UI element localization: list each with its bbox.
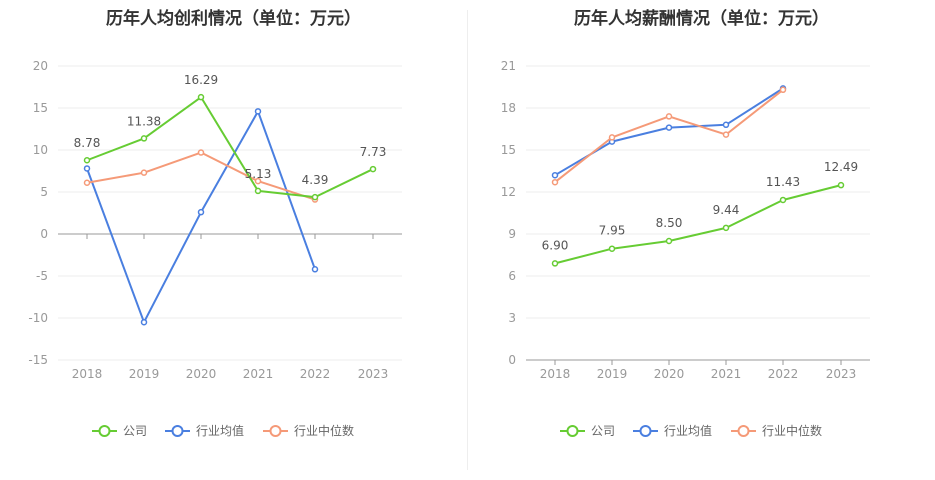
data-label: 8.78: [74, 136, 101, 150]
series-line: [86, 110, 316, 324]
chart-title: 历年人均创利情况（单位：万元）: [106, 9, 361, 29]
y-tick-label: 9: [508, 227, 516, 241]
data-label: 6.90: [542, 238, 569, 252]
data-point: [140, 135, 148, 142]
data-label: 7.95: [599, 224, 626, 238]
salary-chart-svg: 21 18 15 12 9 6 3 0 2018 2019 2020 2021 2022 2023 6.90…: [501, 59, 870, 438]
data-point: [665, 124, 673, 131]
y-tick-label: 10: [33, 143, 48, 157]
data-point: [311, 266, 319, 273]
x-tick-label: 2018: [540, 367, 571, 381]
data-point: [779, 86, 787, 94]
legend-label: 公司: [123, 424, 147, 438]
legend-marker: [171, 425, 184, 437]
data-point: [254, 108, 262, 115]
legend-label: 公司: [591, 424, 615, 438]
legend-item[interactable]: 行业中位数: [731, 423, 822, 438]
chart-panel-profit: 历年人均创利情况（单位：万元） 20 15 10 5 0 -5 -10 -15 2018 2019…: [0, 0, 467, 480]
data-point: [140, 318, 148, 326]
legend-item[interactable]: 公司: [92, 424, 147, 438]
data-point: [83, 165, 91, 172]
profit-chart-svg: 20 15 10 5 0 -5 -10 -15 2018 2019 2020 2021 2022 2023…: [28, 59, 402, 438]
x-tick-label: 2021: [243, 367, 274, 381]
data-point: [722, 121, 730, 129]
y-tick-label: -5: [36, 269, 48, 283]
y-tick-label: 5: [40, 185, 48, 199]
data-label: 12.49: [824, 160, 858, 174]
legend-label: 行业中位数: [762, 423, 822, 438]
legend-marker: [566, 425, 579, 437]
chart-panel-salary: 历年人均薪酬情况（单位：万元） 21 18 15 12 9 6 3 0 2018 2019 2020…: [468, 0, 935, 480]
y-tick-label: 3: [508, 311, 516, 325]
data-point: [551, 178, 559, 186]
y-tick-label: 15: [33, 101, 48, 115]
chart-title: 历年人均薪酬情况（单位：万元）: [574, 9, 829, 29]
legend-item[interactable]: 行业均值: [633, 423, 712, 438]
x-tick-label: 2020: [654, 367, 685, 381]
data-point: [369, 165, 377, 173]
legend-label: 行业均值: [664, 423, 712, 438]
data-point: [779, 196, 787, 204]
data-point: [722, 224, 730, 232]
series-line: [554, 89, 784, 183]
x-tick-label: 2023: [358, 367, 389, 381]
data-label: 7.73: [360, 145, 387, 159]
legend-item[interactable]: 行业均值: [165, 423, 244, 438]
legend-marker: [269, 425, 282, 437]
data-point: [608, 245, 616, 252]
data-point: [83, 179, 91, 187]
data-point: [665, 237, 673, 245]
data-point: [311, 193, 319, 201]
y-tick-label: 18: [501, 101, 516, 115]
y-tick-label: -15: [28, 353, 48, 367]
x-tick-label: 2018: [72, 367, 103, 381]
y-tick-label: 20: [33, 59, 48, 73]
panel-divider: [467, 10, 468, 470]
data-label: 11.43: [766, 175, 800, 189]
x-tick-label: 2022: [300, 367, 331, 381]
x-tick-label: 2022: [768, 367, 799, 381]
series-line: [554, 184, 842, 265]
data-point: [254, 187, 262, 195]
data-point: [837, 181, 845, 189]
legend-marker: [737, 425, 750, 437]
x-tick-label: 2021: [711, 367, 742, 381]
data-label: 11.38: [127, 114, 161, 128]
x-tick-label: 2023: [826, 367, 857, 381]
data-point: [722, 131, 730, 138]
data-point: [551, 260, 559, 267]
y-tick-label: 15: [501, 143, 516, 157]
series-line: [554, 87, 784, 177]
data-point: [197, 208, 205, 216]
y-tick-label: 0: [508, 353, 516, 367]
x-tick-label: 2019: [597, 367, 628, 381]
legend-item[interactable]: 公司: [560, 424, 615, 438]
y-tick-label: 0: [40, 227, 48, 241]
legend-label: 行业中位数: [294, 423, 354, 438]
data-point: [608, 134, 616, 141]
y-tick-label: -10: [28, 311, 48, 325]
legend-item[interactable]: 行业中位数: [263, 423, 354, 438]
data-point: [140, 169, 148, 176]
data-point: [551, 171, 559, 179]
data-label: 9.44: [713, 203, 740, 217]
series-line: [86, 96, 374, 199]
data-label: 5.13: [245, 167, 272, 181]
y-tick-label: 12: [501, 185, 516, 199]
x-tick-label: 2020: [186, 367, 217, 381]
data-label: 8.50: [656, 216, 683, 230]
data-point: [254, 177, 262, 185]
data-point: [83, 156, 91, 164]
y-tick-label: 6: [508, 269, 516, 283]
data-label: 16.29: [184, 73, 218, 87]
legend-marker: [639, 425, 652, 437]
data-point: [197, 93, 205, 101]
legend-label: 行业均值: [196, 423, 244, 438]
legend-marker: [98, 425, 111, 437]
data-label: 4.39: [302, 173, 329, 187]
y-tick-label: 21: [501, 59, 516, 73]
data-point: [197, 149, 205, 156]
data-point: [665, 113, 673, 120]
x-tick-label: 2019: [129, 367, 160, 381]
